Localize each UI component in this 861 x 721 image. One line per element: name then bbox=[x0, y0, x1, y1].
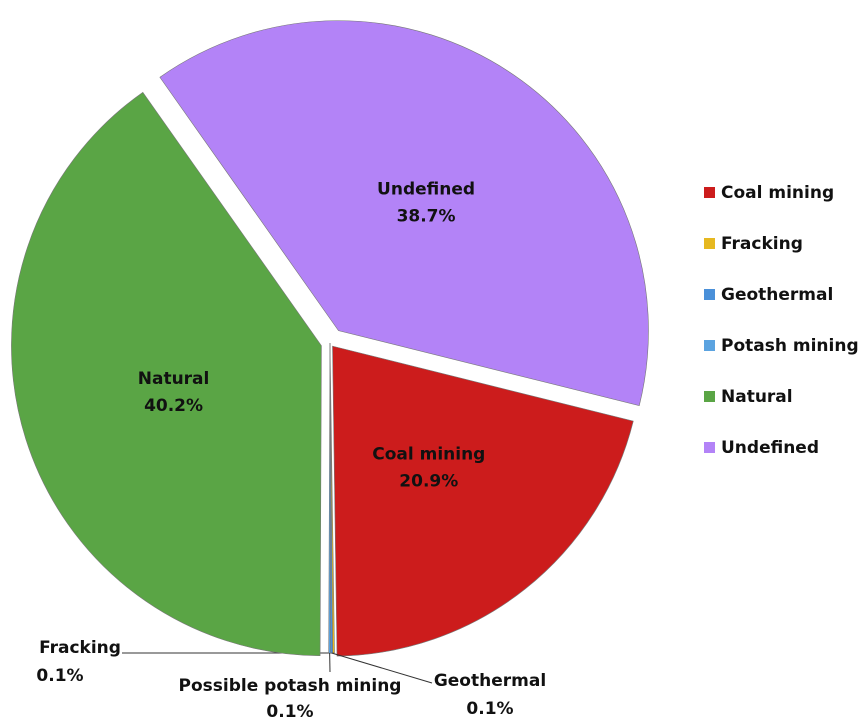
legend-label: Potash mining bbox=[721, 336, 859, 356]
legend-label: Fracking bbox=[721, 234, 803, 254]
legend-swatch bbox=[704, 442, 715, 453]
pie-slice bbox=[11, 91, 322, 657]
value-label: 0.1% bbox=[266, 702, 313, 721]
legend-label: Geothermal bbox=[721, 285, 833, 305]
value-label: 40.2% bbox=[144, 396, 203, 416]
legend-label: Undefined bbox=[721, 438, 819, 458]
pie-slice bbox=[328, 342, 331, 654]
value-label: 0.1% bbox=[466, 699, 513, 719]
legend-swatch bbox=[704, 391, 715, 402]
slice-label: Geothermal bbox=[434, 671, 546, 691]
slice-label: Possible potash mining bbox=[179, 676, 402, 696]
legend-label: Coal mining bbox=[721, 183, 834, 203]
value-label: 38.7% bbox=[397, 207, 456, 227]
slice-label: Undefined bbox=[377, 180, 475, 200]
legend-swatch bbox=[704, 187, 715, 198]
legend-swatch bbox=[704, 340, 715, 351]
slice-label: Natural bbox=[138, 369, 210, 389]
legend-swatch bbox=[704, 238, 715, 249]
legend-swatch bbox=[704, 289, 715, 300]
slice-label: Coal mining bbox=[372, 445, 485, 465]
value-label: 20.9% bbox=[399, 472, 458, 492]
value-label: 0.1% bbox=[36, 666, 83, 686]
legend-label: Natural bbox=[721, 387, 793, 407]
slice-label: Fracking bbox=[39, 638, 121, 658]
pie-slice bbox=[159, 20, 649, 406]
pie-slice bbox=[332, 345, 634, 657]
leader-line bbox=[331, 652, 433, 684]
